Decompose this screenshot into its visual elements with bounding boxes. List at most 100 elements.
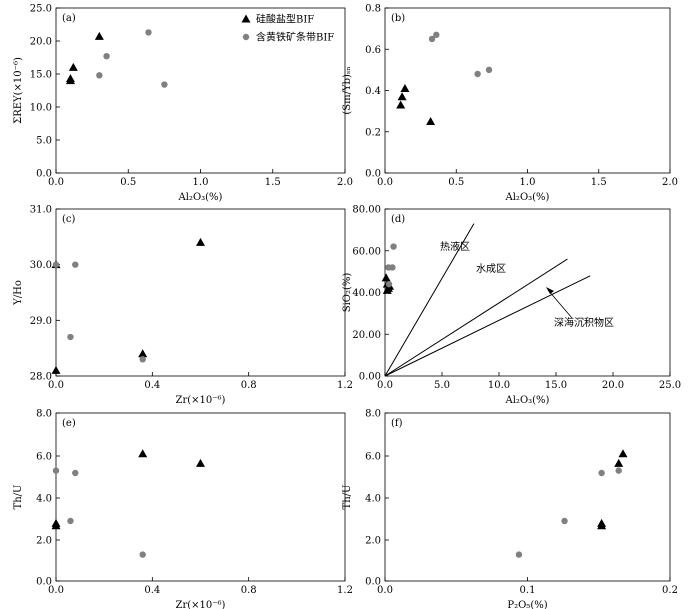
annotation-hydrothermal: 热液区 <box>440 240 470 253</box>
y-tick-label: 0.00 <box>359 372 381 383</box>
plot-frame <box>384 412 671 582</box>
y-tick-label: 15.0 <box>30 70 52 81</box>
plot-frame <box>55 208 346 377</box>
data-point-triangle <box>65 74 75 83</box>
boundary-line <box>384 275 591 377</box>
y-tick-label: 20.0 <box>30 37 52 48</box>
data-point-circle <box>561 517 568 525</box>
panel-label: (c) <box>62 214 76 225</box>
x-tick-label: 1.2 <box>337 585 353 596</box>
x-tick-label: 20.0 <box>602 380 624 391</box>
y-tick-label: 0.2 <box>365 127 381 138</box>
panel-label: (e) <box>62 418 76 429</box>
chart-panel: (d) 0.0 5.0 10.0 15.0 20.0 25.0 0.00 20.00 40.00 6… <box>342 205 681 407</box>
data-point-circle <box>615 467 622 474</box>
data-point-circle <box>96 72 103 79</box>
legend-marker-triangle <box>241 14 251 23</box>
y-tick-label: 6.0 <box>365 452 381 463</box>
data-point-circle <box>433 31 440 39</box>
y-axis-label: ΣREY(×10⁻⁶) <box>13 57 24 124</box>
data-point-triangle <box>426 116 436 125</box>
x-axis-label: Al₂O₃(%) <box>178 192 223 203</box>
x-tick-label: 2.0 <box>337 177 353 188</box>
data-point-circle <box>52 261 60 268</box>
data-point-circle <box>385 280 393 288</box>
x-tick-label: 1.5 <box>265 177 281 188</box>
legend-label: 硅酸盐型BIF <box>256 13 314 26</box>
data-point-circle <box>390 243 397 250</box>
chart-panel: (e) 0.0 0.4 0.8 1.2 0.0 2.0 4.0 6.0 8.0 Zr(×10⁻⁶) T… <box>13 409 353 609</box>
y-tick-label: 6.0 <box>36 452 52 463</box>
data-point-triangle <box>196 458 205 467</box>
x-axis-label: Al₂O₃(%) <box>505 395 550 406</box>
y-tick-label: 25.0 <box>30 4 52 15</box>
data-point-triangle <box>381 273 391 282</box>
y-tick-label: 60.00 <box>352 246 381 257</box>
x-tick-label: 0.0 <box>377 380 393 391</box>
data-point-triangle <box>51 365 61 374</box>
x-tick-label: 1.5 <box>591 177 607 188</box>
data-point-circle <box>139 551 146 558</box>
data-point-circle <box>67 333 74 341</box>
data-point-circle <box>161 81 168 88</box>
panel-label: (a) <box>62 13 76 24</box>
y-tick-label: 28.0 <box>30 372 52 383</box>
legend-marker-circle <box>242 33 250 41</box>
data-point-triangle <box>614 458 624 467</box>
annotation-deep-sea: 深海沉积物区 <box>554 316 614 329</box>
boundary-line <box>384 223 475 377</box>
y-tick-label: 10.0 <box>30 103 52 114</box>
data-point-circle <box>145 29 152 36</box>
data-point-triangle <box>138 349 148 358</box>
data-point-triangle <box>94 31 104 40</box>
x-tick-label: 0.2 <box>662 585 678 596</box>
chart-panel: (a) 0.0 0.5 1.0 1.5 2.0 0.0 5.0 10.0 15.0 20.0 25.0… <box>13 4 353 204</box>
data-point-circle <box>52 467 60 474</box>
y-tick-label: 4.0 <box>36 494 52 505</box>
x-tick-label: 0.8 <box>241 380 257 391</box>
data-point-triangle <box>68 62 78 71</box>
data-point-triangle <box>400 83 410 92</box>
data-point-triangle <box>51 518 61 527</box>
plot-frame <box>384 208 671 377</box>
plot-frame <box>384 7 671 174</box>
x-tick-label: 2.0 <box>662 177 678 188</box>
x-axis-label: Al₂O₃(%) <box>505 192 550 203</box>
x-tick-label: 0.4 <box>144 380 160 391</box>
y-tick-label: 40.00 <box>352 288 381 299</box>
x-tick-label: 0.0 <box>48 177 64 188</box>
annotation-arrow <box>547 289 573 319</box>
data-point-circle <box>139 356 146 363</box>
data-point-circle <box>72 469 79 477</box>
x-tick-label: 0.0 <box>377 585 393 596</box>
data-point-circle <box>103 52 110 60</box>
data-point-triangle <box>383 283 393 292</box>
data-point-circle <box>67 517 74 525</box>
legend: 硅酸盐型BIF 含黄铁矿条带BIF <box>241 13 334 44</box>
data-point-circle <box>515 551 523 558</box>
panel-label: (f) <box>391 418 403 429</box>
y-axis-label: Th/U <box>13 485 24 510</box>
panel-label: (d) <box>391 214 405 225</box>
y-axis-label: Y/Ho <box>13 280 24 306</box>
y-tick-label: 80.00 <box>352 205 381 216</box>
data-point-triangle <box>597 518 607 527</box>
y-tick-label: 0.0 <box>365 577 381 588</box>
y-tick-label: 0.8 <box>365 4 381 15</box>
y-axis-label: (Sm/Yb)ₛₙ <box>342 66 353 114</box>
x-tick-label: 15.0 <box>545 380 567 391</box>
x-tick-label: 25.0 <box>659 380 681 391</box>
x-tick-label: 1.0 <box>520 177 536 188</box>
y-tick-label: 8.0 <box>36 409 52 420</box>
y-tick-label: 0.6 <box>365 45 381 56</box>
data-point-circle <box>72 261 79 268</box>
y-axis-label: SiO₂(%) <box>342 273 353 313</box>
y-tick-label: 0.4 <box>365 86 381 97</box>
legend-label: 含黄铁矿条带BIF <box>256 31 334 44</box>
y-tick-label: 2.0 <box>36 536 52 547</box>
y-tick-label: 8.0 <box>365 409 381 420</box>
boundary-line <box>384 258 568 377</box>
data-point-triangle <box>138 449 148 458</box>
y-tick-label: 29.0 <box>30 316 52 327</box>
y-tick-label: 4.0 <box>365 494 381 505</box>
